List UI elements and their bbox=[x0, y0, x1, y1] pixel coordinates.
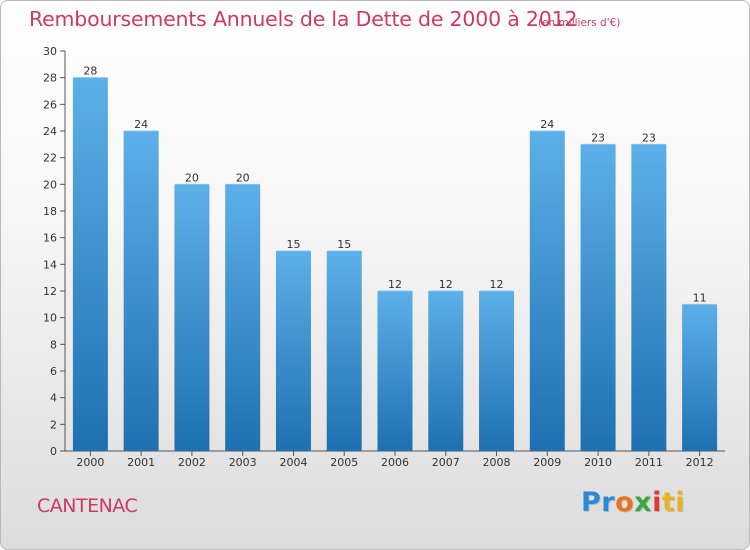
y-tick-label: 12 bbox=[43, 285, 57, 298]
bar bbox=[326, 251, 362, 451]
data-label: 28 bbox=[83, 65, 97, 78]
x-tick-label: 2009 bbox=[533, 456, 561, 469]
y-tick-label: 8 bbox=[50, 338, 57, 351]
data-label: 24 bbox=[134, 118, 148, 131]
x-tick-label: 2001 bbox=[127, 456, 155, 469]
x-tick-label: 2002 bbox=[178, 456, 206, 469]
data-label: 23 bbox=[642, 131, 656, 144]
bar bbox=[428, 291, 464, 451]
x-tick-label: 2003 bbox=[229, 456, 257, 469]
y-tick-label: 14 bbox=[43, 258, 57, 271]
bar bbox=[275, 251, 311, 451]
x-tick-label: 2010 bbox=[584, 456, 612, 469]
commune-name: CANTENAC bbox=[37, 495, 138, 517]
data-label: 15 bbox=[337, 238, 351, 251]
bar bbox=[123, 131, 159, 451]
data-label: 12 bbox=[490, 278, 504, 291]
proxiti-logo: Proxiti bbox=[581, 487, 685, 518]
logo-part-5: ti bbox=[661, 487, 686, 518]
logo-part-1: Pr bbox=[581, 487, 616, 518]
data-label: 20 bbox=[236, 171, 250, 184]
y-tick-label: 10 bbox=[43, 312, 57, 325]
data-label: 11 bbox=[693, 291, 707, 304]
data-label: 12 bbox=[388, 278, 402, 291]
bar bbox=[529, 131, 565, 451]
y-tick-label: 26 bbox=[43, 98, 57, 111]
x-tick-label: 2004 bbox=[279, 456, 307, 469]
chart-subtitle: (en milliers d'€) bbox=[538, 17, 621, 29]
data-label: 12 bbox=[439, 278, 453, 291]
y-tick-label: 18 bbox=[43, 205, 57, 218]
data-label: 20 bbox=[185, 171, 199, 184]
y-tick-label: 16 bbox=[43, 232, 57, 245]
x-tick-label: 2007 bbox=[432, 456, 460, 469]
data-label: 23 bbox=[591, 131, 605, 144]
y-tick-label: 0 bbox=[50, 445, 57, 458]
logo-part-2: o bbox=[615, 487, 635, 518]
y-tick-label: 4 bbox=[50, 392, 57, 405]
y-tick-label: 6 bbox=[50, 365, 57, 378]
y-tick-label: 30 bbox=[43, 45, 57, 58]
x-tick-label: 2011 bbox=[635, 456, 663, 469]
y-tick-label: 20 bbox=[43, 178, 57, 191]
bar bbox=[580, 144, 616, 452]
x-tick-label: 2000 bbox=[76, 456, 104, 469]
y-tick-label: 22 bbox=[43, 152, 57, 165]
bar bbox=[377, 291, 413, 451]
x-tick-label: 2008 bbox=[483, 456, 511, 469]
y-tick-label: 28 bbox=[43, 72, 57, 85]
y-tick-label: 24 bbox=[43, 125, 57, 138]
data-label: 24 bbox=[540, 118, 554, 131]
bar bbox=[225, 184, 261, 452]
bar bbox=[479, 291, 515, 451]
data-label: 15 bbox=[286, 238, 300, 251]
chart-title: Remboursements Annuels de la Dette de 20… bbox=[29, 7, 578, 31]
x-tick-label: 2006 bbox=[381, 456, 409, 469]
x-tick-label: 2012 bbox=[686, 456, 714, 469]
bar bbox=[72, 77, 108, 452]
y-tick-label: 2 bbox=[50, 418, 57, 431]
bar bbox=[174, 184, 210, 452]
bar bbox=[631, 144, 667, 452]
logo-part-4: i bbox=[652, 487, 662, 518]
bar bbox=[682, 304, 718, 451]
x-tick-label: 2005 bbox=[330, 456, 358, 469]
logo-part-3: x bbox=[634, 487, 653, 518]
